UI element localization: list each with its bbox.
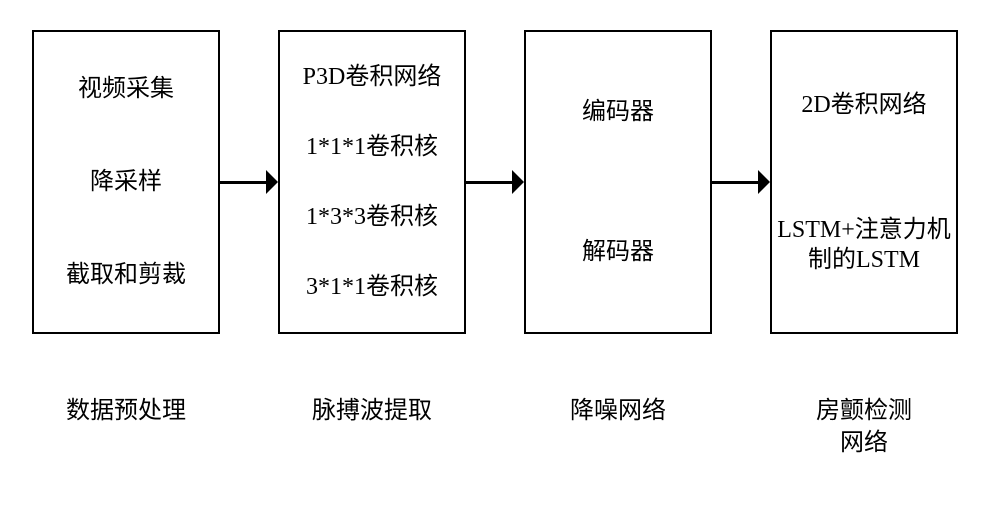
box2-line1: P3D卷积网络 (284, 62, 460, 92)
box3-line2: 解码器 (530, 237, 706, 267)
stage-box-af-detect: 2D卷积网络 LSTM+注意力机制的LSTM (770, 30, 958, 334)
arrow-a2-line (466, 181, 514, 184)
box1-line1: 视频采集 (38, 74, 214, 104)
box1-line3: 截取和剪裁 (38, 260, 214, 290)
caption-af-detect-l1: 房颤检测 (754, 390, 974, 425)
box2-line4: 3*1*1卷积核 (284, 272, 460, 302)
arrow-a3-head-icon (758, 170, 770, 194)
caption-pulse-extract: 脉搏波提取 (262, 390, 482, 425)
box4-line1: 2D卷积网络 (776, 90, 952, 120)
arrow-a1-line (220, 181, 268, 184)
arrow-a2-head-icon (512, 170, 524, 194)
arrow-a1-head-icon (266, 170, 278, 194)
arrow-a3-line (712, 181, 760, 184)
box3-line1: 编码器 (530, 97, 706, 127)
diagram-canvas: 视频采集 降采样 截取和剪裁 P3D卷积网络 1*1*1卷积核 1*3*3卷积核… (0, 0, 1000, 519)
stage-box-denoise: 编码器 解码器 (524, 30, 712, 334)
caption-denoise: 降噪网络 (508, 390, 728, 425)
stage-box-p3d: P3D卷积网络 1*1*1卷积核 1*3*3卷积核 3*1*1卷积核 (278, 30, 466, 334)
box2-line2: 1*1*1卷积核 (284, 132, 460, 162)
caption-af-detect-l2: 网络 (754, 422, 974, 457)
stage-box-preprocess: 视频采集 降采样 截取和剪裁 (32, 30, 220, 334)
box4-line2: LSTM+注意力机制的LSTM (776, 215, 952, 275)
caption-preprocess: 数据预处理 (16, 390, 236, 425)
box2-line3: 1*3*3卷积核 (284, 202, 460, 232)
box1-line2: 降采样 (38, 167, 214, 197)
